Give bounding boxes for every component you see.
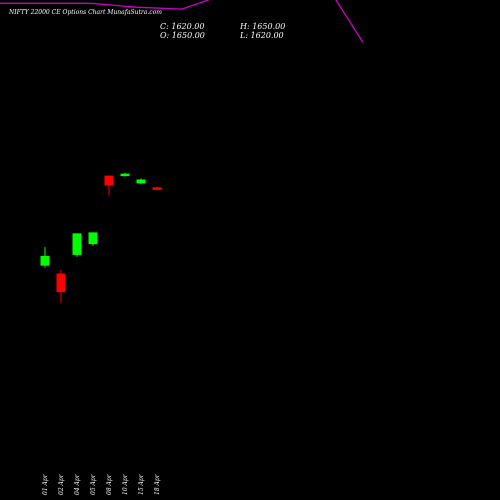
x-tick-label: 05 Apr [90,473,97,495]
low-value: L: 1620.00 [240,31,284,40]
x-axis-labels: 01 Apr 02 Apr 04 Apr 05 Apr 08 Apr 10 Apr 15 A… [42,473,161,495]
candle-body [120,173,130,177]
open-value: O: 1650.00 [160,31,205,40]
x-tick-label: 01 Apr [42,473,49,495]
lower-band-line [0,0,364,43]
candle-body [56,273,66,293]
candlestick-series [40,172,162,303]
candle-01-apr [40,247,50,268]
candle-body [136,179,146,184]
candle-body [152,187,162,190]
x-tick-label: 08 Apr [106,473,113,495]
candle-body [104,175,114,186]
candle-18-apr [152,186,162,191]
chart-title: NIFTY 22000 CE Options Chart MunafaSutra… [9,9,162,16]
high-value: H: 1650.00 [240,22,286,31]
candle-body [40,255,50,266]
candle-04-apr [72,233,82,257]
candle-10-apr [120,172,130,177]
candle-body [72,233,82,255]
x-tick-label: 10 Apr [122,473,129,495]
candle-15-apr [136,178,146,185]
candle-05-apr [88,232,98,247]
x-tick-label: 18 Apr [154,473,161,495]
close-value: C: 1620.00 [160,22,205,31]
candle-08-apr [104,175,114,196]
x-tick-label: 15 Apr [138,473,145,495]
x-tick-label: 04 Apr [74,473,81,495]
candle-02-apr [56,269,66,303]
candle-body [88,232,98,245]
x-tick-label: 02 Apr [58,473,65,495]
band-lines [0,0,364,43]
